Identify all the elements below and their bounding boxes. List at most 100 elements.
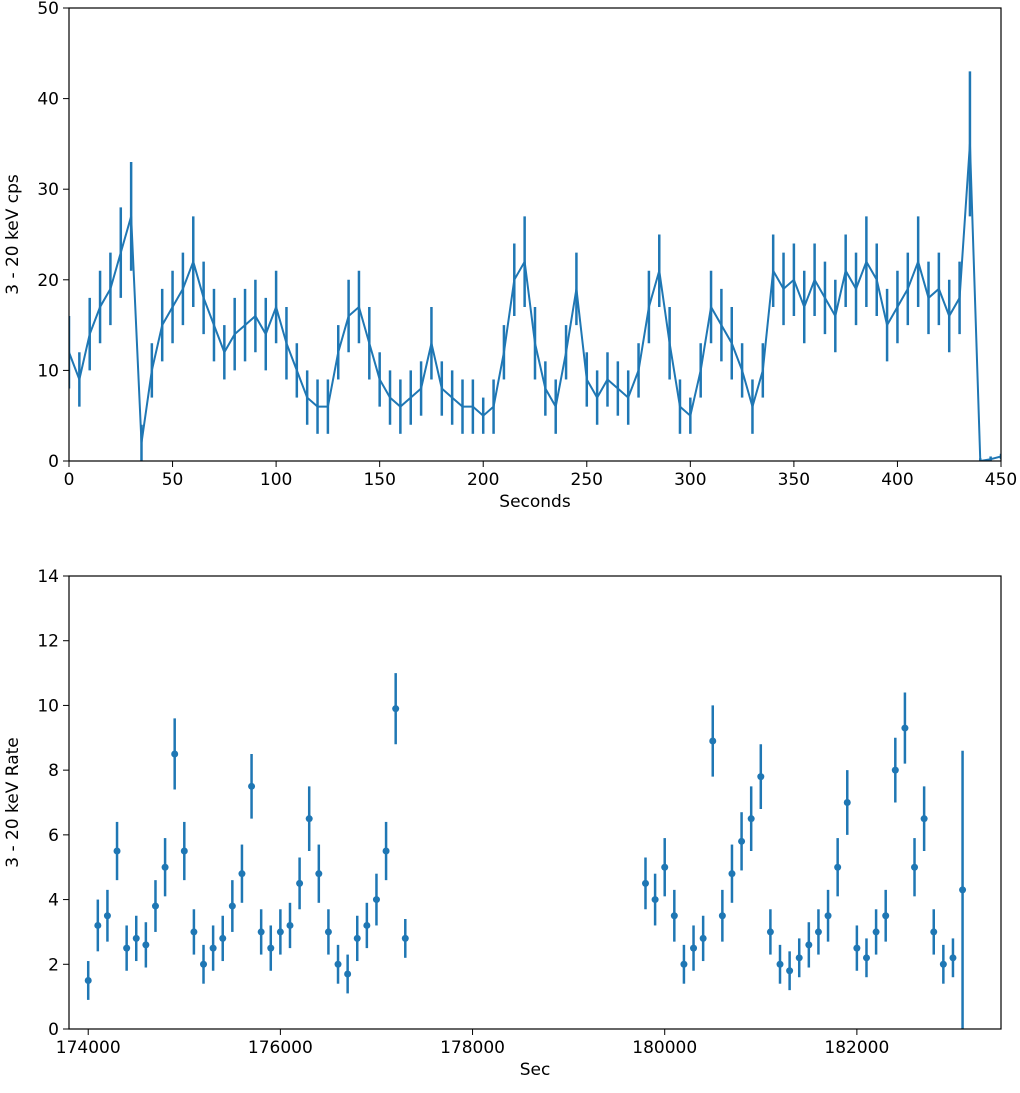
x-tick-label: 400 (881, 470, 913, 490)
data-point (843, 799, 851, 806)
data-point (296, 879, 304, 887)
axes-frame (68, 575, 1002, 1030)
x-tick-label: 100 (260, 470, 292, 490)
data-point (315, 870, 323, 878)
data-point (84, 976, 92, 984)
x-axis-label: Sec (520, 1060, 551, 1080)
x-tick-label: 200 (467, 470, 499, 490)
axes-frame (68, 7, 1002, 462)
data-point (142, 941, 150, 949)
x-tick-label: 150 (363, 470, 395, 490)
x-tick-label: 180000 (632, 1038, 697, 1058)
data-point (699, 934, 707, 942)
data-point (766, 928, 774, 936)
x-tick-label: 450 (985, 470, 1017, 490)
data-point (286, 921, 294, 929)
data-point (641, 879, 649, 887)
data-point (200, 960, 208, 968)
data-point (901, 724, 909, 732)
data-point (670, 912, 678, 920)
data-point (891, 766, 899, 774)
y-tick-label: 40 (37, 90, 59, 110)
data-point (747, 815, 755, 823)
data-point (103, 912, 111, 920)
data-point (786, 967, 794, 975)
data-point (401, 934, 409, 942)
data-point (324, 928, 332, 936)
y-tick-label: 0 (48, 452, 59, 472)
data-point (382, 847, 390, 855)
x-tick-label: 174000 (56, 1038, 121, 1058)
data-point (757, 773, 765, 781)
data-point (180, 847, 188, 855)
data-point (920, 815, 928, 823)
data-point (882, 912, 890, 920)
data-point (353, 934, 361, 942)
data-point (372, 896, 380, 904)
data-point (824, 912, 832, 920)
y-tick-label: 50 (37, 0, 59, 19)
data-point (709, 737, 717, 745)
data-point (276, 928, 284, 936)
data-point (853, 944, 861, 952)
data-point (738, 837, 746, 845)
data-point (151, 902, 159, 910)
x-tick-label: 0 (64, 470, 75, 490)
x-tick-label: 50 (162, 470, 184, 490)
data-point (911, 863, 919, 871)
data-point (949, 954, 957, 962)
data-point (238, 870, 246, 878)
data-point (651, 896, 659, 904)
data-point (94, 921, 102, 929)
y-tick-label: 12 (37, 632, 59, 652)
x-tick-label: 250 (571, 470, 603, 490)
y-tick-label: 30 (37, 180, 59, 200)
data-point (132, 934, 140, 942)
data-point (363, 921, 371, 929)
y-tick-label: 10 (37, 361, 59, 381)
x-tick-label: 350 (778, 470, 810, 490)
data-point (190, 928, 198, 936)
x-tick-label: 300 (674, 470, 706, 490)
data-line (69, 143, 1001, 461)
x-tick-label: 182000 (824, 1038, 889, 1058)
data-point (690, 944, 698, 952)
data-point (219, 934, 227, 942)
data-point (267, 944, 275, 952)
data-point (661, 863, 669, 871)
y-tick-label: 6 (48, 826, 59, 846)
data-point (776, 960, 784, 968)
data-point (862, 954, 870, 962)
data-point (123, 944, 131, 952)
data-point (959, 886, 967, 894)
data-point (344, 970, 352, 978)
y-tick-label: 20 (37, 271, 59, 291)
data-point (939, 960, 947, 968)
data-point (805, 941, 813, 949)
data-point (248, 782, 256, 790)
y-tick-label: 10 (37, 696, 59, 716)
data-point (680, 960, 688, 968)
x-tick-label: 178000 (440, 1038, 505, 1058)
y-axis-label: 3 - 20 keV cps (3, 174, 23, 295)
y-tick-label: 2 (48, 955, 59, 975)
x-tick-label: 176000 (248, 1038, 313, 1058)
data-point (334, 960, 342, 968)
x-axis-label: Seconds (499, 492, 571, 512)
data-point (161, 863, 169, 871)
data-point (257, 928, 265, 936)
data-point (171, 750, 179, 758)
y-tick-label: 8 (48, 761, 59, 781)
data-point (872, 928, 880, 936)
data-point (814, 928, 822, 936)
data-point (930, 928, 938, 936)
data-point (728, 870, 736, 878)
data-point (795, 954, 803, 962)
data-point (228, 902, 236, 910)
data-point (209, 944, 217, 952)
y-tick-label: 4 (48, 891, 59, 911)
y-axis-label: 3 - 20 keV Rate (3, 737, 23, 868)
data-point (392, 705, 400, 713)
